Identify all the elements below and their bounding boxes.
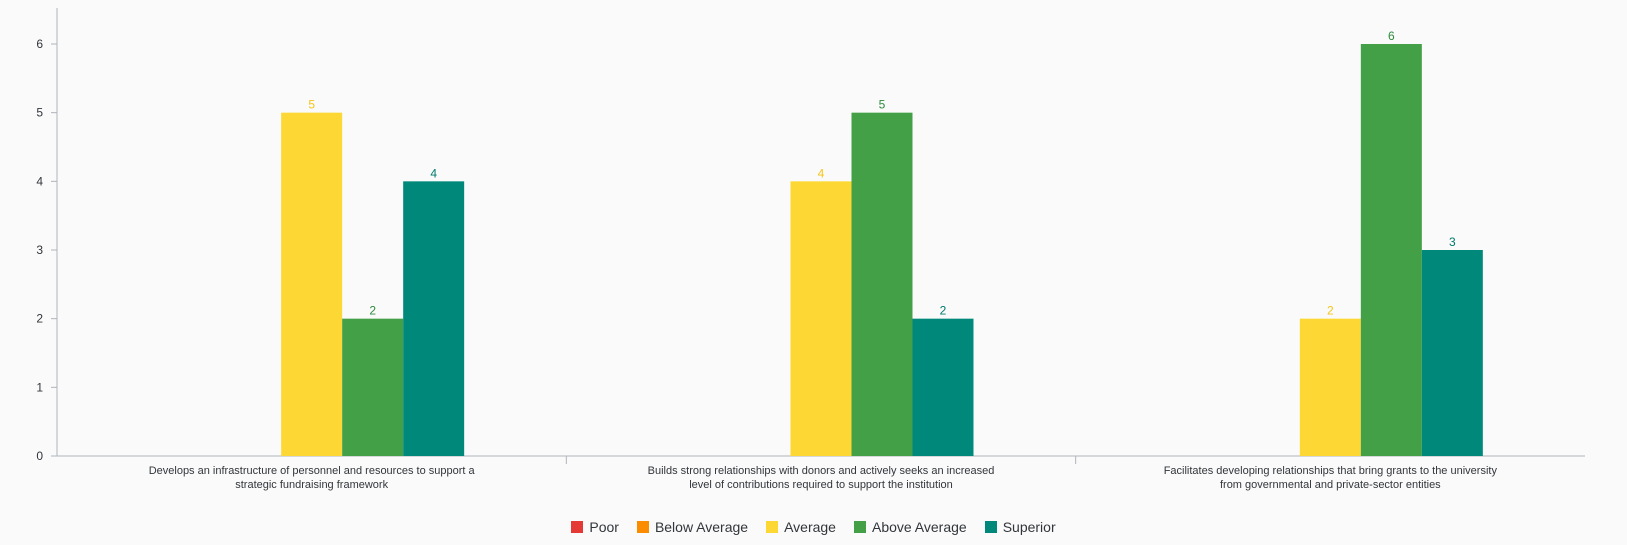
- data-label: 4: [818, 166, 825, 180]
- category-label: Develops an infrastructure of personnel …: [149, 465, 476, 477]
- legend-item-above-average[interactable]: Above Average: [853, 519, 967, 535]
- y-tick-label: 2: [36, 312, 43, 326]
- bar-average: [1299, 318, 1361, 456]
- category-label: level of contributions required to suppo…: [689, 479, 953, 491]
- bar-above-average: [851, 112, 913, 457]
- legend-label: Poor: [589, 519, 619, 535]
- bar-average: [281, 112, 343, 457]
- data-label: 2: [369, 304, 376, 318]
- legend-item-superior[interactable]: Superior: [984, 519, 1056, 535]
- legend-swatch: [571, 521, 584, 533]
- bar-chart: 0 1 2 3 4 5 6 5 2 4 Develops an infrastructure of …: [36, 8, 1585, 491]
- category-label: Builds strong relationships with donors …: [648, 465, 995, 477]
- data-label: 2: [940, 304, 947, 318]
- chart-legend: Poor Below Average Average Above Average Sup…: [0, 514, 1627, 540]
- bar-above-average: [1360, 44, 1422, 456]
- bar-superior: [1421, 250, 1483, 456]
- y-tick-label: 3: [36, 243, 43, 257]
- legend-label: Above Average: [871, 519, 967, 535]
- legend-label: Superior: [1002, 519, 1056, 535]
- category-label: from governmental and private-sector ent…: [1220, 479, 1441, 491]
- legend-item-poor[interactable]: Poor: [571, 519, 619, 535]
- y-tick-label: 6: [36, 37, 43, 51]
- category-label: strategic fundraising framework: [235, 479, 388, 491]
- legend-label: Below Average: [654, 519, 749, 535]
- legend-item-below-average[interactable]: Below Average: [636, 519, 749, 535]
- data-label: 5: [879, 98, 886, 112]
- legend-swatch: [636, 521, 649, 533]
- data-label: 2: [1327, 304, 1334, 318]
- data-label: 6: [1388, 29, 1395, 43]
- bar-superior: [912, 318, 974, 456]
- y-tick-label: 0: [36, 449, 43, 463]
- data-label: 3: [1449, 235, 1456, 249]
- legend-swatch: [853, 521, 866, 533]
- data-label: 4: [430, 166, 437, 180]
- legend-item-average[interactable]: Average: [766, 519, 836, 535]
- legend-label: Average: [784, 519, 836, 535]
- legend-swatch: [984, 521, 997, 533]
- y-tick-label: 4: [36, 174, 43, 188]
- y-tick-label: 5: [36, 106, 43, 120]
- category-label: Facilitates developing relationships tha…: [1164, 465, 1498, 477]
- legend-swatch: [766, 521, 779, 533]
- bar-average: [790, 181, 852, 457]
- data-label: 5: [308, 98, 315, 112]
- y-tick-label: 1: [36, 380, 43, 394]
- bar-above-average: [342, 318, 404, 456]
- bar-superior: [403, 181, 465, 457]
